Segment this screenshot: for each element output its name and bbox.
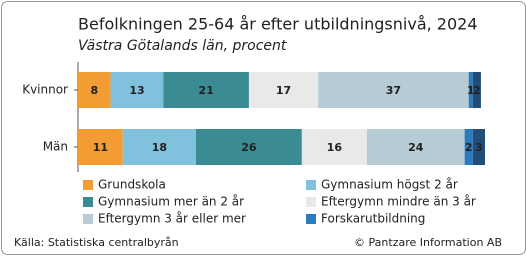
bar-segment bbox=[468, 72, 473, 108]
value-label: 21 bbox=[199, 84, 214, 97]
value-label: 37 bbox=[386, 84, 401, 97]
legend-swatch bbox=[83, 197, 93, 207]
bar-segment bbox=[122, 129, 197, 165]
bar-segment bbox=[78, 72, 111, 108]
value-label: 2 bbox=[473, 84, 481, 97]
value-label: 18 bbox=[152, 141, 167, 154]
legend-label: Eftergymn mindre än 3 år bbox=[321, 195, 476, 209]
y-tick-label: Kvinnor bbox=[22, 83, 68, 97]
credit: © Pantzare Information AB bbox=[354, 236, 502, 249]
value-label: 8 bbox=[90, 84, 98, 97]
value-label: 11 bbox=[93, 141, 108, 154]
value-label: 17 bbox=[276, 84, 291, 97]
bar-segment bbox=[163, 72, 249, 108]
legend-label: Grundskola bbox=[98, 178, 166, 192]
value-label: 1 bbox=[467, 84, 475, 97]
legend-label: Gymnasium mer än 2 år bbox=[98, 195, 244, 209]
value-label: 26 bbox=[241, 141, 257, 154]
legend-label: Gymnasium högst 2 år bbox=[321, 178, 458, 192]
source: Källa: Statistiska centralbyrån bbox=[14, 236, 179, 249]
bar-segment bbox=[196, 129, 302, 165]
bar-segment bbox=[472, 72, 481, 108]
y-tick-label: Män bbox=[43, 140, 68, 154]
legend-swatch bbox=[306, 180, 316, 190]
chart-subtitle: Västra Götalands län, procent bbox=[78, 38, 287, 54]
bar-segment bbox=[472, 129, 485, 165]
chart-title: Befolkningen 25-64 år efter utbildningsn… bbox=[78, 15, 478, 34]
value-label: 2 bbox=[465, 141, 473, 154]
bar-segment bbox=[366, 129, 465, 165]
legend-swatch bbox=[306, 214, 316, 224]
legend-swatch bbox=[306, 197, 316, 207]
bar-segment bbox=[248, 72, 319, 108]
bar-segment bbox=[318, 72, 469, 108]
value-label: 3 bbox=[475, 141, 483, 154]
bar-segment bbox=[110, 72, 164, 108]
value-label: 13 bbox=[129, 84, 144, 97]
legend-label: Forskarutbildning bbox=[321, 212, 425, 226]
value-label: 24 bbox=[408, 141, 424, 154]
legend-swatch bbox=[83, 214, 93, 224]
value-label: 16 bbox=[327, 141, 343, 154]
bar-segment bbox=[78, 129, 123, 165]
bar-segment bbox=[464, 129, 473, 165]
legend-swatch bbox=[83, 180, 93, 190]
bar-segment bbox=[301, 129, 367, 165]
legend-label: Eftergymn 3 år eller mer bbox=[98, 212, 246, 226]
